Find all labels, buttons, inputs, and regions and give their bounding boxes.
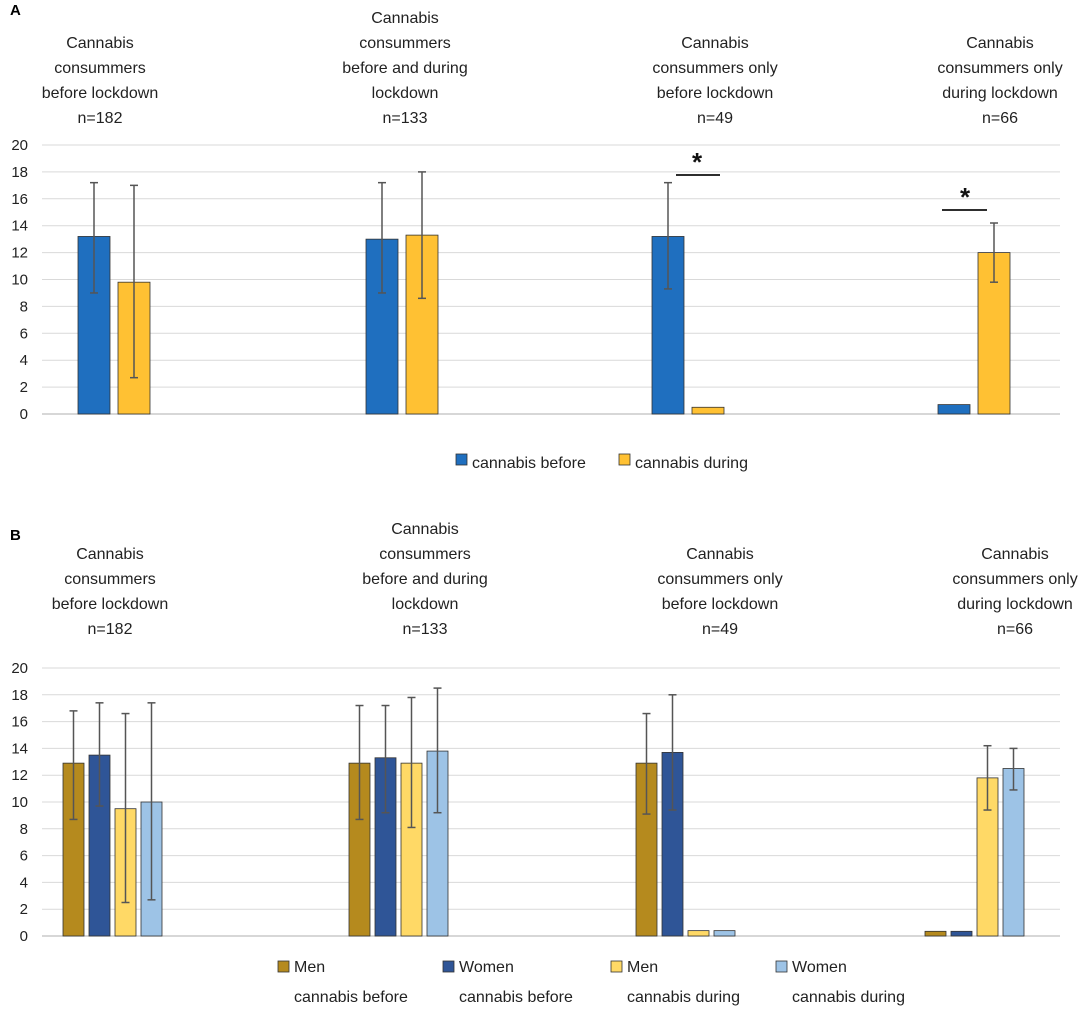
group-title-line: before lockdown [52, 596, 169, 613]
bar-men-cannabis-during [687, 930, 710, 937]
group-title-line: n=49 [702, 621, 738, 638]
y-tick-label: 14 [11, 740, 28, 757]
group-title-line: Cannabis [686, 546, 754, 563]
y-tick-label: 4 [20, 352, 28, 369]
legend-label: cannabis during [792, 989, 905, 1006]
legend-swatch [277, 960, 290, 973]
y-tick-label: 12 [11, 245, 28, 262]
group-title-line: consummers only [937, 60, 1062, 77]
y-tick-label: 2 [20, 379, 28, 396]
legend-label: Men [294, 959, 325, 976]
y-tick-label: 10 [11, 794, 28, 811]
legend-label: Women [459, 959, 514, 976]
legend-swatch [442, 960, 455, 973]
group-title-line: before lockdown [657, 85, 774, 102]
y-tick-label: 0 [20, 406, 28, 423]
group-title-line: before and during [342, 60, 467, 77]
group-title-line: before and during [362, 571, 487, 588]
legend-label: cannabis before [294, 989, 408, 1006]
group-title-line: lockdown [392, 596, 459, 613]
group-title-line: consummers only [952, 571, 1077, 588]
group-title-line: during lockdown [942, 85, 1058, 102]
group-title-line: Cannabis [371, 10, 439, 27]
group-title-line: Cannabis [966, 35, 1034, 52]
y-tick-label: 6 [20, 325, 28, 342]
group-title-line: consummers [359, 35, 451, 52]
group-title-line: Cannabis [681, 35, 749, 52]
legend-label: cannabis before [459, 989, 573, 1006]
group-title-line: before lockdown [662, 596, 779, 613]
y-tick-label: 18 [11, 164, 28, 181]
group-title-line: n=182 [78, 110, 123, 127]
panel-label-a: A [10, 2, 21, 19]
group-title-line: n=133 [383, 110, 428, 127]
group-title-line: Cannabis [391, 521, 459, 538]
y-tick-label: 20 [11, 660, 28, 677]
group-title-line: lockdown [372, 85, 439, 102]
y-tick-label: 14 [11, 218, 28, 235]
legend-label: Women [792, 959, 847, 976]
group-title-line: consummers [64, 571, 156, 588]
significance-star: * [960, 182, 971, 212]
y-tick-label: 0 [20, 928, 28, 945]
group-title-line: Cannabis [981, 546, 1049, 563]
y-tick-label: 8 [20, 298, 28, 315]
legend-label: cannabis before [472, 455, 586, 472]
group-title-line: Cannabis [66, 35, 134, 52]
bar-women-cannabis-before [950, 930, 973, 937]
legend-swatch [618, 453, 631, 466]
group-title-line: n=66 [997, 621, 1033, 638]
group-title-line: during lockdown [957, 596, 1073, 613]
group-title-line: consummers only [657, 571, 782, 588]
y-tick-label: 20 [11, 137, 28, 154]
group-title-line: consummers only [652, 60, 777, 77]
y-tick-label: 18 [11, 687, 28, 704]
y-tick-label: 2 [20, 901, 28, 918]
group-title-line: n=133 [403, 621, 448, 638]
group-title-line: before lockdown [42, 85, 159, 102]
y-tick-label: 4 [20, 874, 28, 891]
bar-cannabis-during [691, 406, 725, 415]
y-tick-label: 16 [11, 191, 28, 208]
legend-label: cannabis during [627, 989, 740, 1006]
bar-women-cannabis-during [713, 930, 736, 937]
bar-men-cannabis-before [924, 930, 947, 937]
legend-swatch [610, 960, 623, 973]
legend-swatch [455, 453, 468, 466]
y-tick-label: 8 [20, 821, 28, 838]
bar-cannabis-before [937, 404, 971, 415]
y-tick-label: 10 [11, 272, 28, 289]
legend-label: Men [627, 959, 658, 976]
significance-star: * [692, 147, 703, 177]
group-title-line: n=49 [697, 110, 733, 127]
bar-women-cannabis-during [1002, 768, 1025, 937]
legend-swatch [775, 960, 788, 973]
y-tick-label: 6 [20, 848, 28, 865]
group-title-line: consummers [54, 60, 146, 77]
group-title-line: n=66 [982, 110, 1018, 127]
legend-label: cannabis during [635, 455, 748, 472]
group-title-line: n=182 [88, 621, 133, 638]
group-title-line: consummers [379, 546, 471, 563]
panel-label-b: B [10, 527, 21, 544]
y-tick-label: 16 [11, 714, 28, 731]
y-tick-label: 12 [11, 767, 28, 784]
group-title-line: Cannabis [76, 546, 144, 563]
